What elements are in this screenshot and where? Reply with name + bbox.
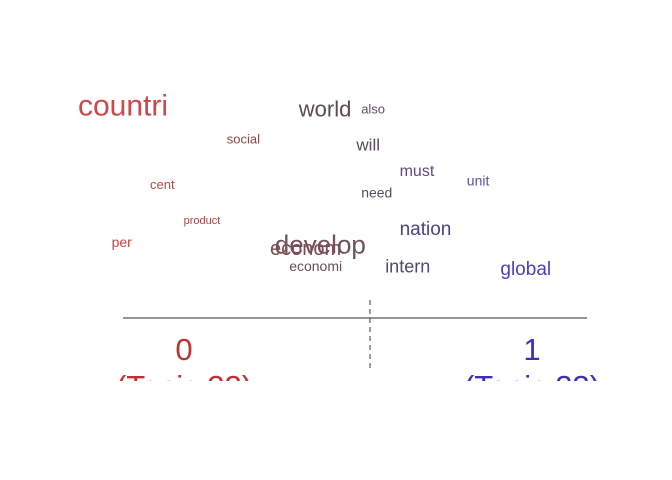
word-need: need xyxy=(361,184,392,200)
word-will: will xyxy=(355,136,380,155)
word-world: world xyxy=(298,97,352,122)
word-develop: develop xyxy=(275,229,366,259)
bottom-mask xyxy=(0,381,672,480)
word-cent: cent xyxy=(150,177,175,192)
word-econom: econom xyxy=(270,238,341,260)
word-social: social xyxy=(227,131,260,146)
axis-tick-label-1: 1 xyxy=(523,332,540,367)
word-intern: intern xyxy=(385,256,430,276)
word-economi: economi xyxy=(289,258,342,274)
word-product: product xyxy=(184,215,221,227)
word-must: must xyxy=(400,163,435,180)
words-layer: countri world also social will must unit cent ne… xyxy=(78,90,551,280)
word-global: global xyxy=(500,259,551,280)
word-per: per xyxy=(112,234,133,250)
word-also: also xyxy=(361,102,385,117)
word-unit: unit xyxy=(467,173,490,189)
word-nation: nation xyxy=(400,219,452,240)
word-countri: countri xyxy=(78,90,168,123)
axis-tick-label-0: 0 xyxy=(175,332,192,367)
